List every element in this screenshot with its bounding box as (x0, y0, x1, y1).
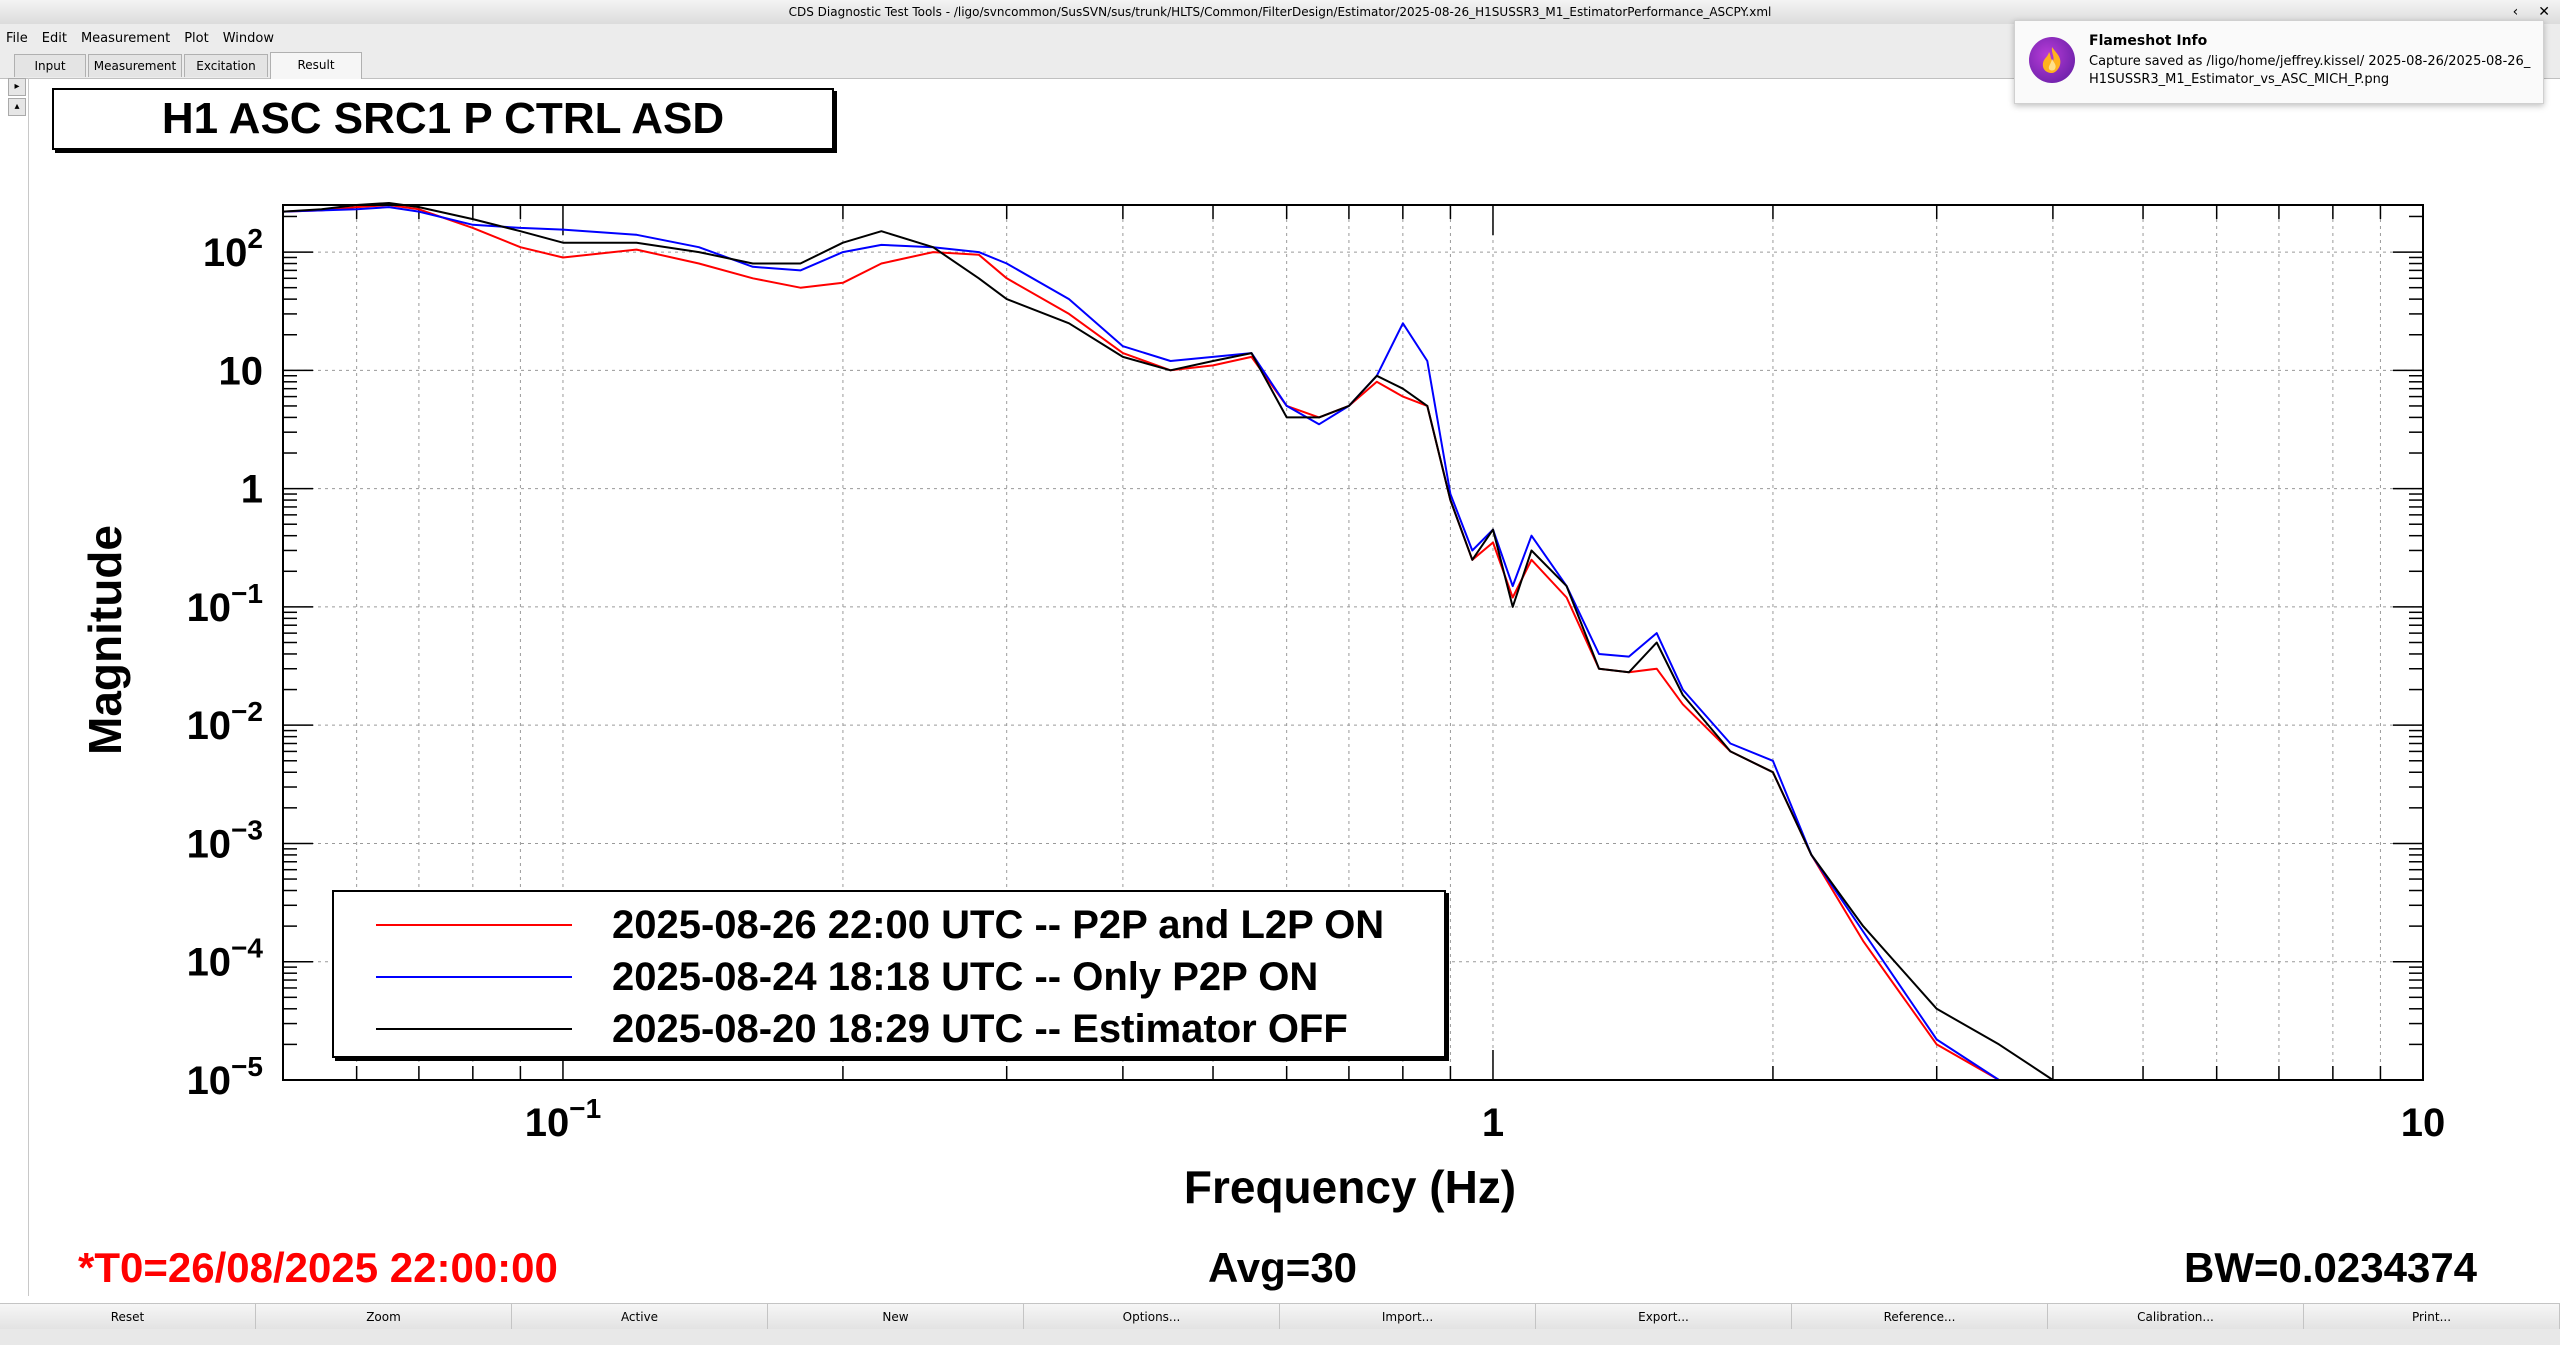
options-button[interactable]: Options... (1024, 1304, 1280, 1330)
legend: 2025-08-26 22:00 UTC -- P2P and L2P ON 2… (332, 890, 1446, 1058)
plot-frame (282, 204, 2424, 1081)
scroll-right-icon[interactable]: ▸ (8, 78, 26, 96)
flameshot-icon (2029, 37, 2075, 83)
tick-exponent: −1 (569, 1093, 601, 1124)
menu-file[interactable]: File (6, 30, 28, 46)
calibration-button[interactable]: Calibration... (2048, 1304, 2304, 1330)
status-strip (0, 1329, 2560, 1345)
y-tick-label: 10−5 (187, 1051, 263, 1103)
avg-label: Avg=30 (1208, 1244, 1358, 1291)
print-button[interactable]: Print... (2304, 1304, 2560, 1330)
y-tick-label: 10−4 (187, 933, 264, 985)
menu-measurement[interactable]: Measurement (80, 30, 171, 46)
series-line-1 (282, 204, 2000, 1081)
tick-exponent: −3 (231, 814, 263, 845)
tab-excitation[interactable]: Excitation (184, 54, 268, 77)
left-divider (28, 78, 29, 1296)
x-tick-label: 1 (1482, 1101, 1504, 1145)
import-button[interactable]: Import... (1280, 1304, 1536, 1330)
bw-label: BW=0.0234374 (2184, 1244, 2478, 1291)
notification-body: Capture saved as /ligo/home/jeffrey.kiss… (2089, 54, 2531, 87)
legend-label: 2025-08-26 22:00 UTC -- P2P and L2P ON (612, 902, 1385, 947)
tick-exponent: −1 (231, 578, 263, 609)
legend-swatch (376, 1028, 572, 1030)
y-tick-label: 102 (203, 223, 263, 275)
tick-base: 10 (187, 586, 232, 630)
x-tick-label: 10 (2401, 1101, 2446, 1145)
tick-base: 10 (187, 941, 232, 985)
plot-title: H1 ASC SRC1 P CTRL ASD (52, 88, 834, 150)
bottom-toolbar: Reset Zoom Active New Options... Import.… (0, 1303, 2560, 1330)
reference-button[interactable]: Reference... (1792, 1304, 2048, 1330)
tick-base: 1 (241, 468, 263, 512)
tick-exponent: −2 (231, 696, 263, 727)
tick-base: 1 (1482, 1101, 1504, 1145)
y-tick-label: 10−3 (187, 814, 263, 866)
window-controls: ‹ ✕ (2513, 0, 2550, 24)
tick-exponent: 2 (247, 223, 263, 254)
y-tick-label: 10 (219, 349, 264, 393)
tick-exponent: −4 (231, 933, 263, 964)
tab-result[interactable]: Result (270, 52, 362, 79)
t0-label: *T0=26/08/2025 22:00:00 (78, 1244, 558, 1291)
tab-input[interactable]: Input (14, 54, 86, 77)
active-button[interactable]: Active (512, 1304, 768, 1330)
legend-swatch (376, 924, 572, 926)
menu-plot[interactable]: Plot (184, 30, 209, 46)
window-title: CDS Diagnostic Test Tools - /ligo/svncom… (788, 5, 1772, 19)
y-tick-label: 10−2 (187, 696, 263, 748)
series-line-3 (282, 202, 2054, 1081)
scroll-up-icon[interactable]: ▴ (8, 98, 26, 116)
legend-swatch (376, 976, 572, 978)
reset-button[interactable]: Reset (0, 1304, 256, 1330)
plot-ticks (282, 205, 2424, 1081)
legend-entry: 2025-08-26 22:00 UTC -- P2P and L2P ON (334, 898, 1444, 952)
legend-entry: 2025-08-20 18:29 UTC -- Estimator OFF (334, 1002, 1444, 1056)
legend-label: 2025-08-24 18:18 UTC -- Only P2P ON (612, 954, 1319, 999)
x-tick-label: 10−1 (525, 1093, 601, 1145)
tick-base: 10 (187, 704, 232, 748)
menu-edit[interactable]: Edit (41, 30, 67, 46)
zoom-button[interactable]: Zoom (256, 1304, 512, 1330)
window-restore-icon[interactable]: ‹ (2512, 4, 2519, 20)
y-tick-label: 10−1 (187, 578, 263, 630)
x-axis-label: Frequency (Hz) (1183, 1161, 1517, 1213)
tick-exponent: −5 (231, 1051, 263, 1082)
export-button[interactable]: Export... (1536, 1304, 1792, 1330)
notification-title: Flameshot Info (2089, 33, 2208, 49)
tick-base: 10 (203, 231, 248, 275)
window-close-icon[interactable]: ✕ (2538, 4, 2550, 20)
tick-base: 10 (187, 1059, 232, 1103)
plot-series (282, 202, 2054, 1081)
side-scroll-arrows: ▸ ▴ (8, 78, 26, 118)
legend-label: 2025-08-20 18:29 UTC -- Estimator OFF (612, 1006, 1348, 1051)
notification-popup[interactable]: Flameshot Info Capture saved as /ligo/ho… (2014, 20, 2544, 104)
tick-base: 10 (219, 349, 264, 393)
legend-entry: 2025-08-24 18:18 UTC -- Only P2P ON (334, 950, 1444, 1004)
tick-base: 10 (525, 1101, 570, 1145)
y-tick-label: 1 (241, 468, 263, 512)
tab-measurement[interactable]: Measurement (88, 54, 182, 77)
new-button[interactable]: New (768, 1304, 1024, 1330)
menu-window[interactable]: Window (222, 30, 274, 46)
tick-base: 10 (2401, 1101, 2446, 1145)
y-axis-label: Magnitude (79, 525, 131, 755)
tick-base: 10 (187, 822, 232, 866)
series-line-2 (282, 206, 2000, 1081)
